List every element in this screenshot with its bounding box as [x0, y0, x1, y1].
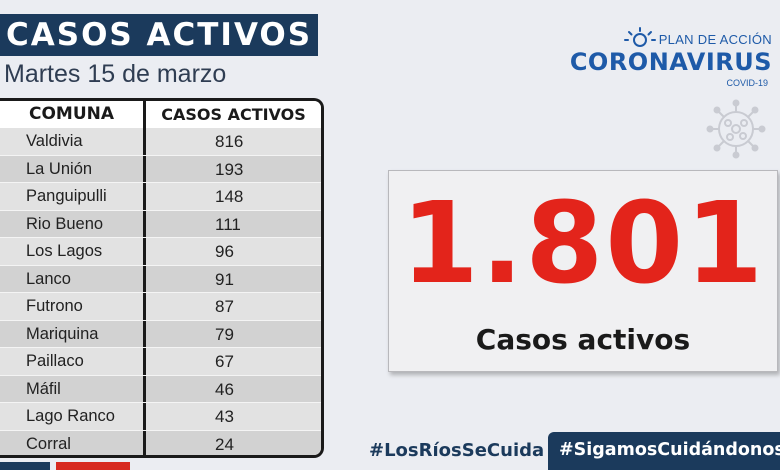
- comuna-cell: Máfil: [0, 375, 146, 402]
- total-cases-panel: 1.801 Casos activos: [388, 170, 778, 372]
- virus-icon: [706, 99, 766, 159]
- logo-subtitle: COVID-19: [726, 78, 768, 88]
- column-header-comuna: COMUNA: [0, 101, 146, 128]
- casos-cell: 46: [215, 379, 234, 399]
- casos-cell: 193: [215, 159, 244, 179]
- table-row: Lanco 91: [0, 265, 321, 293]
- table-body: Valdivia 816 La Unión 193 Panguipulli 148 R…: [0, 128, 321, 455]
- logo-title: CORONAVIRUS: [569, 48, 772, 76]
- table-row: Mariquina 79: [0, 320, 321, 348]
- coronavirus-plan-logo: PLAN DE ACCIÓN CORONAVIRUS COVID-19: [562, 24, 772, 94]
- table-row: La Unión 193: [0, 155, 321, 183]
- casos-cell: 24: [215, 434, 234, 454]
- comuna-cell: Futrono: [0, 293, 146, 320]
- table-row: Paillaco 67: [0, 348, 321, 376]
- table-header: COMUNA CASOS ACTIVOS: [0, 101, 321, 128]
- report-date: Martes 15 de marzo: [4, 60, 227, 88]
- hashtag-sigamos: #SigamosCuidándonos: [548, 432, 780, 470]
- total-active-cases-label: Casos activos: [475, 323, 691, 356]
- column-header-casos: CASOS ACTIVOS: [146, 101, 321, 128]
- casos-cell: 91: [215, 269, 234, 289]
- flag-blue-block: [0, 462, 50, 470]
- casos-cell: 96: [215, 242, 234, 261]
- hashtag-los-rios: #LosRíosSeCuida: [369, 440, 545, 461]
- comuna-cell: Valdivia: [0, 128, 146, 155]
- comuna-cell: Panguipulli: [0, 183, 146, 210]
- casos-cell: 67: [215, 352, 234, 371]
- sun-icon: [624, 27, 656, 47]
- comuna-cell: Lago Ranco: [0, 403, 146, 430]
- comuna-cell: Lanco: [0, 265, 146, 292]
- comuna-cell: Paillaco: [0, 348, 146, 375]
- table-row: Rio Bueno 111: [0, 210, 321, 238]
- casos-cell: 87: [215, 297, 234, 316]
- table-row: Corral 24: [0, 430, 321, 455]
- casos-cell: 148: [215, 187, 244, 206]
- table-row: Panguipulli 148: [0, 183, 321, 211]
- total-active-cases: 1.801: [400, 179, 766, 309]
- casos-cell: 816: [215, 132, 244, 151]
- comuna-cell: Mariquina: [0, 320, 146, 347]
- flag-stripe: [0, 462, 130, 470]
- casos-cell: 43: [215, 407, 234, 426]
- comuna-cell: La Unión: [0, 155, 146, 182]
- casos-cell: 79: [215, 324, 234, 344]
- cases-table: COMUNA CASOS ACTIVOS Valdivia 816 La Unió…: [0, 98, 324, 458]
- table-row: Los Lagos 96: [0, 238, 321, 266]
- casos-cell: 111: [215, 214, 241, 234]
- comuna-cell: Rio Bueno: [0, 210, 146, 237]
- table-row: Máfil 46: [0, 375, 321, 403]
- table-row: Lago Ranco 43: [0, 403, 321, 431]
- page-title: CASOS ACTIVOS: [0, 14, 318, 56]
- table-row: Futrono 87: [0, 293, 321, 321]
- table-row: Valdivia 816: [0, 128, 321, 156]
- comuna-cell: Corral: [0, 430, 146, 455]
- comuna-cell: Los Lagos: [0, 238, 146, 265]
- flag-red-block: [56, 462, 130, 470]
- logo-tagline: PLAN DE ACCIÓN: [658, 32, 772, 47]
